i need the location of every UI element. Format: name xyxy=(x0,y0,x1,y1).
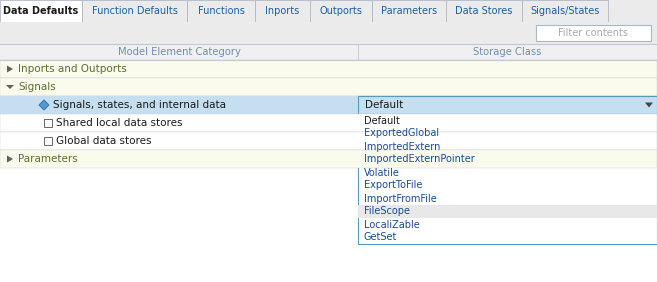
Text: ExportedGlobal: ExportedGlobal xyxy=(364,129,439,138)
Text: Storage Class: Storage Class xyxy=(473,47,541,57)
Polygon shape xyxy=(7,65,13,72)
Bar xyxy=(0,0,82,22)
Polygon shape xyxy=(39,100,49,110)
Text: Signals/States: Signals/States xyxy=(530,6,600,16)
Bar xyxy=(310,0,372,22)
Bar xyxy=(522,0,608,22)
Text: Model Element Category: Model Element Category xyxy=(118,47,240,57)
Text: Inports and Outports: Inports and Outports xyxy=(18,64,127,74)
Text: LocaliZable: LocaliZable xyxy=(364,219,420,230)
Text: ImportedExtern: ImportedExtern xyxy=(364,142,440,151)
Bar xyxy=(0,22,657,44)
Bar xyxy=(82,0,187,22)
Bar xyxy=(0,132,657,150)
Text: Data Stores: Data Stores xyxy=(455,6,512,16)
Bar xyxy=(0,44,657,60)
Polygon shape xyxy=(6,85,14,89)
Bar xyxy=(0,96,657,114)
Text: Signals, states, and internal data: Signals, states, and internal data xyxy=(53,100,226,110)
Text: FileScope: FileScope xyxy=(364,206,410,217)
Text: Signals: Signals xyxy=(18,82,56,92)
Bar xyxy=(358,205,657,218)
Text: ImportedExternPointer: ImportedExternPointer xyxy=(364,155,475,164)
Text: GetSet: GetSet xyxy=(364,232,397,243)
Text: Inports: Inports xyxy=(265,6,300,16)
Text: Outports: Outports xyxy=(319,6,363,16)
Text: Data Defaults: Data Defaults xyxy=(3,6,79,16)
Polygon shape xyxy=(7,155,13,162)
Polygon shape xyxy=(645,102,653,107)
Bar xyxy=(187,0,255,22)
Text: Functions: Functions xyxy=(198,6,244,16)
Text: Parameters: Parameters xyxy=(18,154,78,164)
Bar xyxy=(1,21,81,22)
Bar xyxy=(44,137,52,145)
Text: Parameters: Parameters xyxy=(381,6,437,16)
Text: Volatile: Volatile xyxy=(364,168,400,177)
Text: Default: Default xyxy=(364,116,400,125)
Text: Function Defaults: Function Defaults xyxy=(91,6,177,16)
Bar xyxy=(0,78,657,96)
Text: ExportToFile: ExportToFile xyxy=(364,180,422,191)
Bar xyxy=(0,96,358,114)
Bar xyxy=(446,0,522,22)
Bar xyxy=(358,96,657,114)
Text: Filter contents: Filter contents xyxy=(558,28,629,38)
Text: ImportFromFile: ImportFromFile xyxy=(364,193,437,204)
Bar xyxy=(372,0,446,22)
Text: Shared local data stores: Shared local data stores xyxy=(56,118,183,128)
Text: Global data stores: Global data stores xyxy=(56,136,152,146)
Text: Default: Default xyxy=(365,100,403,110)
Bar xyxy=(0,0,657,22)
Bar xyxy=(0,150,657,168)
Bar xyxy=(358,114,657,244)
Bar xyxy=(536,25,651,41)
Bar xyxy=(0,60,657,78)
Bar xyxy=(0,114,657,132)
Bar xyxy=(44,119,52,127)
Bar xyxy=(255,0,310,22)
